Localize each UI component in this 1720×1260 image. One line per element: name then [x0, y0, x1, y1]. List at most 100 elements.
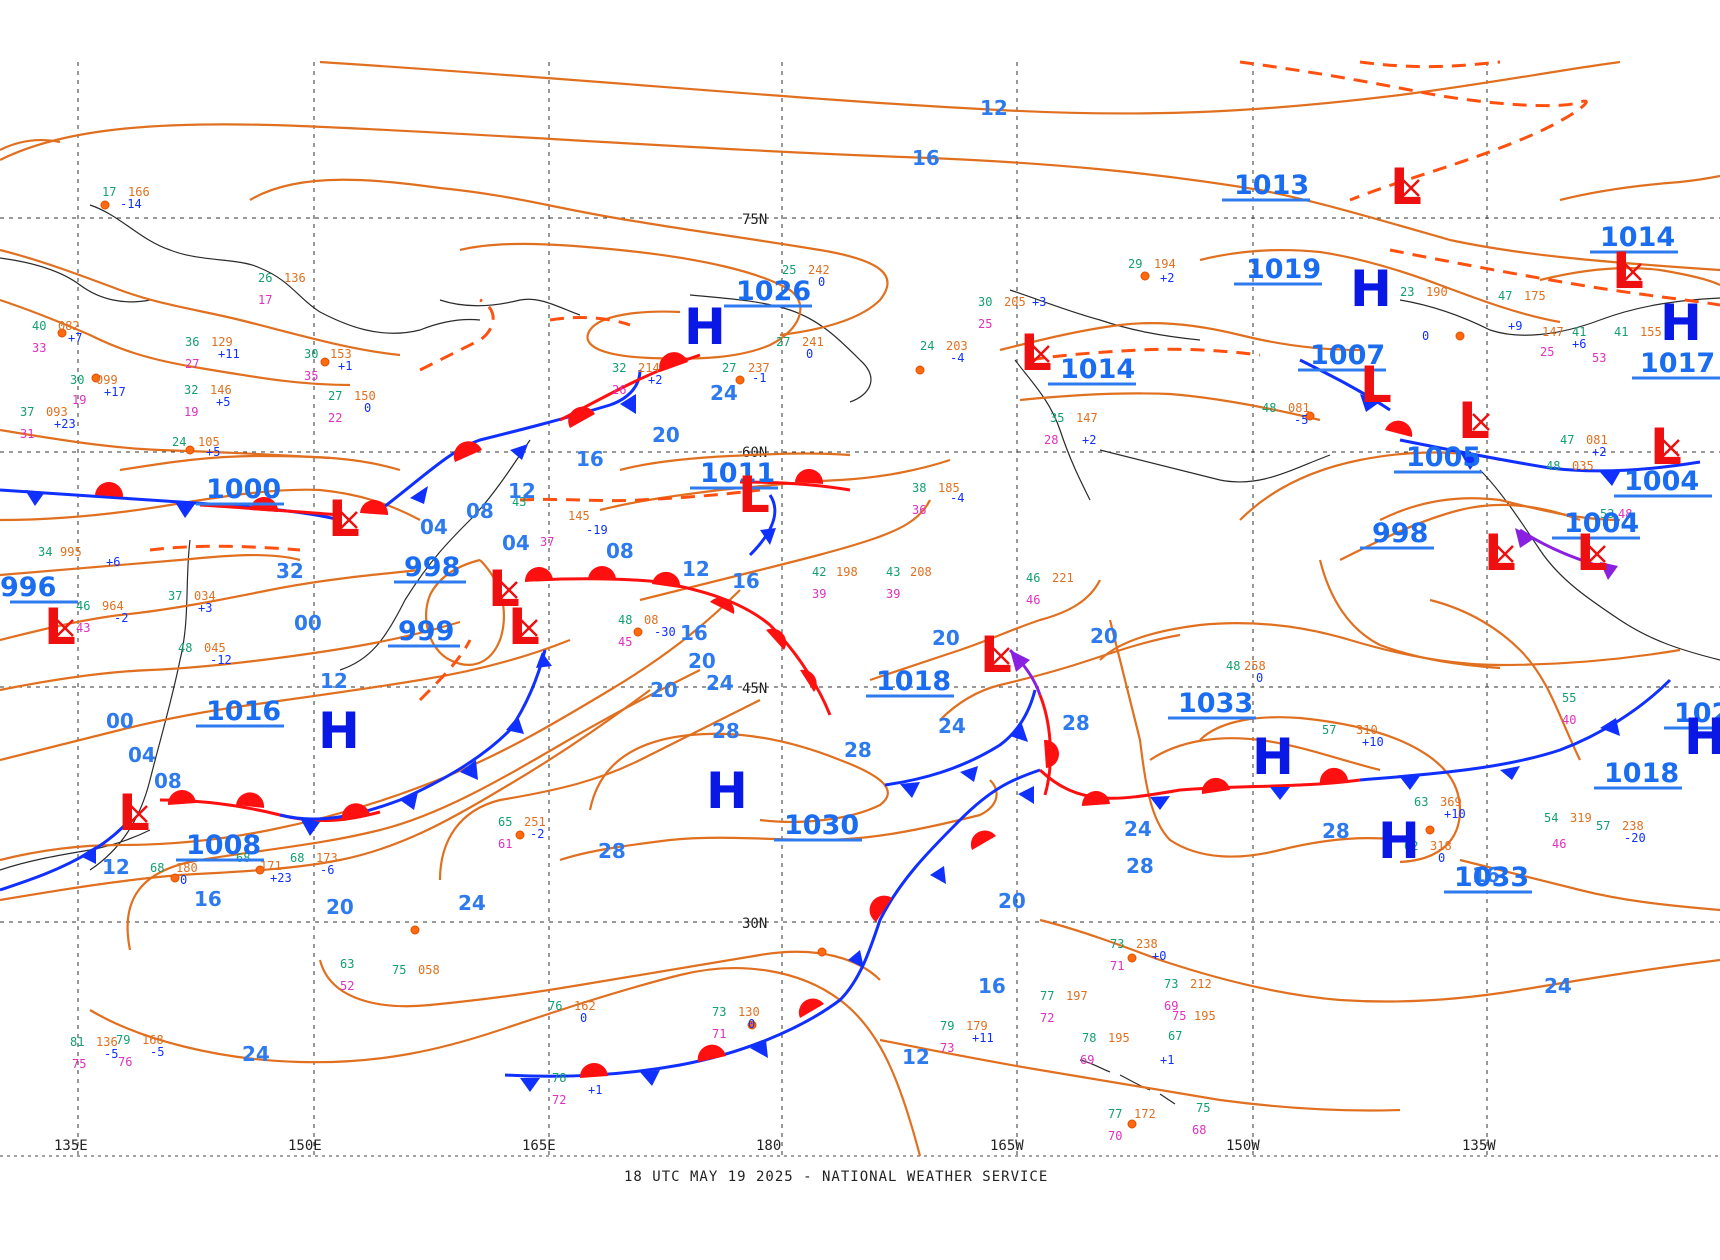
station-temp: 23	[1400, 285, 1414, 299]
station-pressure: 099	[96, 373, 118, 387]
high-center: H	[1378, 812, 1420, 870]
cold-front-barb	[536, 652, 552, 668]
station-temp: 48	[1262, 401, 1276, 415]
low-center: L	[44, 598, 76, 656]
station-circle	[1140, 271, 1150, 281]
station-tendency: +2	[648, 373, 662, 387]
cold-front-barb	[1600, 472, 1620, 486]
station-tendency: -12	[210, 653, 232, 667]
station-dewpoint: 75	[72, 1057, 86, 1071]
station-tendency: -5	[150, 1045, 164, 1059]
pressure-center-value: 1019	[1246, 254, 1321, 285]
low-center: L	[488, 560, 520, 618]
station-pressure: 238	[1136, 937, 1158, 951]
lon-label: 150W	[1226, 1138, 1260, 1154]
station-pressure: 195	[1194, 1009, 1216, 1023]
isobar-label: 20	[932, 626, 960, 650]
station-pressure: 147	[1542, 325, 1564, 339]
station-circle	[915, 365, 925, 375]
station-circle	[1127, 953, 1137, 963]
station-pressure: 180	[176, 861, 198, 875]
station-pressure: 166	[128, 185, 150, 199]
front-symbols	[25, 352, 1620, 1092]
coastlines	[0, 204, 1720, 1105]
isobar-label: 04	[502, 531, 530, 555]
station-dewpoint: 69	[1080, 1053, 1094, 1067]
cold-front-barb	[460, 760, 478, 780]
warm-front-bulge	[568, 406, 595, 428]
cold-front	[1399, 438, 1701, 473]
cold-front-barb	[750, 1040, 768, 1058]
cold-front-barb	[25, 490, 45, 506]
isobar-label: 08	[154, 769, 182, 793]
pressure-center-value: 1014	[1600, 222, 1675, 253]
station-tendency: 0	[1438, 851, 1445, 865]
low-center: L	[1390, 158, 1422, 216]
station-temp: 24	[172, 435, 186, 449]
station-temp: 17	[102, 185, 116, 199]
station-pressure: 034	[194, 589, 216, 603]
station-pressure: 155	[1640, 325, 1662, 339]
warm-front	[1038, 768, 1361, 800]
station-tendency: -5	[1294, 413, 1308, 427]
station-temp: 68	[150, 861, 164, 875]
station-temp: 75	[1196, 1101, 1210, 1115]
station-tendency: +6	[1572, 337, 1586, 351]
station-pressure: 081	[1288, 401, 1310, 415]
station-circle	[1455, 331, 1465, 341]
low-center: L	[738, 466, 770, 524]
lon-label: 165W	[990, 1138, 1024, 1154]
isobar-label: 12	[102, 855, 130, 879]
station-dewpoint: 17	[258, 293, 272, 307]
station-pressure: 150	[354, 389, 376, 403]
station-temp: 53	[1600, 507, 1614, 521]
station-circle	[57, 328, 67, 338]
station-pressure: 146	[210, 383, 232, 397]
station-dewpoint: 43	[76, 621, 90, 635]
station-dewpoint: 36	[912, 503, 926, 517]
station-tendency: +17	[104, 385, 126, 399]
pressure-center-value: 998	[1372, 518, 1428, 549]
pressure-center-value: 1030	[784, 810, 859, 841]
station-temp: 63	[1414, 795, 1428, 809]
pressure-center-value: 1016	[206, 696, 281, 727]
station-pressure: 105	[198, 435, 220, 449]
station-tendency: +6	[106, 555, 120, 569]
warm-front-bulge	[869, 895, 892, 922]
station-tendency: +11	[972, 1031, 994, 1045]
warm-front-bulge	[588, 566, 616, 580]
warm-front-bulge	[970, 830, 996, 850]
station-tendency: +23	[270, 871, 292, 885]
station-dewpoint: 27	[185, 357, 199, 371]
cold-front-barb	[175, 502, 195, 518]
station-temp: 79	[940, 1019, 954, 1033]
isobar-label: 16	[680, 621, 708, 645]
station-temp: 79	[116, 1033, 130, 1047]
station-dewpoint: 53	[1592, 351, 1606, 365]
pressure-center-value: 1008	[186, 830, 261, 861]
isobar-label: 24	[710, 381, 738, 405]
station-temp: 77	[1040, 989, 1054, 1003]
warm-front-bulge	[1201, 777, 1230, 794]
station-pressure: 205	[1004, 295, 1026, 309]
cold-front-barb	[1018, 786, 1034, 804]
station-temp: 46	[1026, 571, 1040, 585]
station-temp: 26	[258, 271, 272, 285]
isobar-label: 08	[606, 539, 634, 563]
pressure-center-value: 102	[1674, 698, 1720, 729]
isobar-label: 00	[294, 611, 322, 635]
station-tendency: 0	[1256, 671, 1263, 685]
station-dewpoint: 46	[1026, 593, 1040, 607]
cold-front-barb	[1400, 776, 1420, 790]
cold-front	[884, 689, 1037, 787]
cold-front	[379, 369, 642, 512]
station-pressure: 172	[1134, 1107, 1156, 1121]
station-pressure: 241	[802, 335, 824, 349]
station-tendency: -30	[654, 625, 676, 639]
low-center: L	[118, 784, 150, 842]
pressure-center-value: 1018	[876, 666, 951, 697]
station-dewpoint: 33	[32, 341, 46, 355]
station-pressure: 208	[910, 565, 932, 579]
low-center: L	[1020, 324, 1052, 382]
